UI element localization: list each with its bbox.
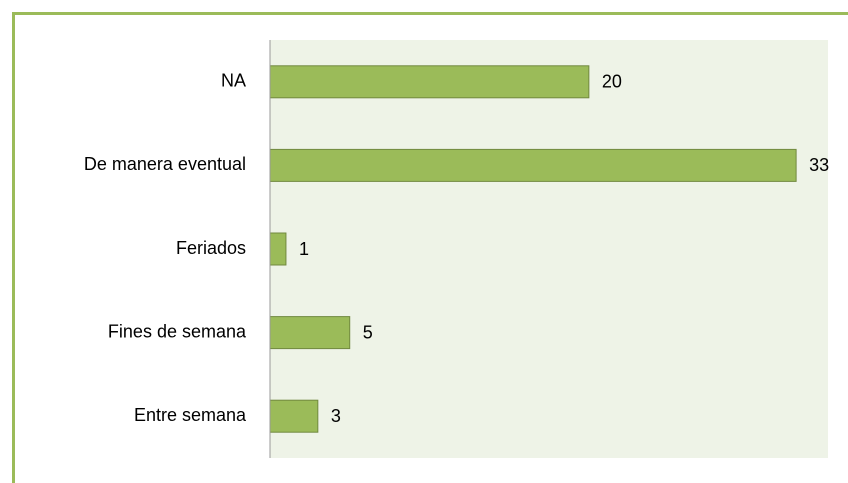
y-tick-label: Entre semana (134, 405, 247, 425)
value-label: 20 (602, 72, 622, 92)
bar (269, 232, 287, 266)
bar (269, 65, 590, 99)
value-label: 5 (363, 322, 373, 342)
value-label: 33 (809, 155, 829, 175)
y-tick-label: Fines de semana (108, 321, 247, 341)
value-label: 1 (299, 239, 309, 259)
bar (269, 399, 319, 433)
y-tick-label: De manera eventual (84, 154, 246, 174)
plot-area (270, 40, 828, 458)
y-tick-label: Feriados (176, 238, 246, 258)
value-label: 3 (331, 406, 341, 426)
bar (269, 148, 797, 182)
bar (269, 316, 351, 350)
y-tick-label: NA (221, 71, 246, 91)
